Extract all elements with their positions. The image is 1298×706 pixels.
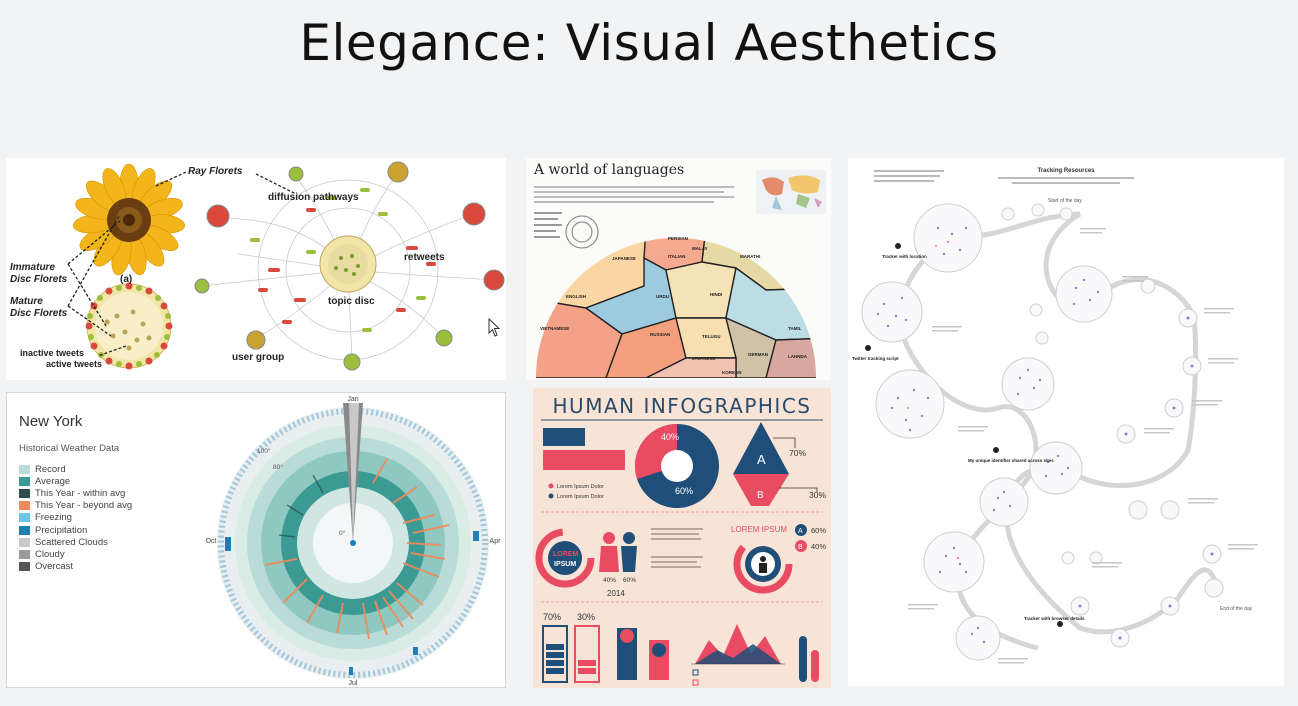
label-immature-1: Immature [10,262,55,273]
ny-title: New York [19,413,83,430]
donut-40: 40% [811,542,826,551]
lang-persian: PERSIAN [668,236,688,241]
languages-title: A world of languages [534,162,685,178]
ny-subtitle: Historical Weather Data [19,443,120,454]
pie-label-60: 60% [675,486,693,496]
donut-a-badge: A [798,528,803,535]
tri-label-b: B [757,490,764,501]
ny-legend: Record Average This Year - within avg Th… [19,463,132,573]
human-infographics-figure: HUMAN INFOGRAPHICS Lorem Ipsum Dolor Lor… [533,388,831,688]
legend-item-scattered-clouds: Scattered Clouds [19,536,132,548]
label-active-tweets: active tweets [46,359,102,369]
lang-vietnamese: VIETNAMESE [540,326,569,331]
tracking-dots [876,226,1214,644]
info-pie-chart [634,423,719,508]
label-ray-florets: Ray Florets [188,166,243,177]
lang-telugu: TELUGU [702,334,721,339]
tick-80: 80° [273,463,283,471]
tracking-start-label: Start of the day [1048,198,1082,204]
month-jan: Jan [347,396,358,403]
new-york-weather-figure: New York Historical Weather Data Record … [6,392,506,688]
lang-korean: KOREAN [722,370,742,375]
label-diffusion-pathways: diffusion pathways [268,192,359,203]
tracking-title: Tracking Resources [1037,168,1095,174]
lang-marathi: MARATHI [740,254,760,259]
legend-item-average: Average [19,475,132,487]
tri-label-70: 70% [789,448,806,458]
donut-60: 60% [811,526,826,535]
label-mature-2: Disc Florets [10,308,68,319]
tracking-note-4: Tracker with browser details [1024,616,1085,621]
people-60: 60% [623,577,636,584]
mouse-cursor-icon [488,318,501,337]
tri-label-a: A [757,452,766,467]
battery-70: 70% [543,612,561,622]
legend-item-overcast: Overcast [19,561,132,573]
lang-english: ENGLISH [566,294,586,299]
legend-item-record: Record [19,463,132,475]
label-inactive-tweets: inactive tweets [20,348,84,358]
lang-malay: MALAY [692,246,708,251]
mini-world-map [756,170,826,214]
lang-hindi: HINDI [710,292,722,297]
donut-lorem-ipsum: LOREM IPSUM [731,525,787,534]
lang-javanese: JAVANESE [692,356,716,361]
label-panel-a: (a) [120,274,132,285]
label-user-group: user group [232,352,284,363]
radial-weather-chart [217,403,489,679]
legend-item-beyond-avg: This Year - beyond avg [19,500,132,512]
month-apr: Apr [490,538,502,545]
sunflower-diffusion-figure: Ray Florets Immature Disc Florets Mature… [6,158,506,380]
tracking-note-2: Twitter tracking script [852,356,899,361]
tracking-note-1: Tracker with location [882,254,927,259]
lang-italian: ITALIAN [668,254,685,259]
label-immature-2: Disc Florets [10,274,68,285]
year-label: 2014 [607,589,625,598]
world-of-languages-figure: A world of languages [526,158,831,380]
pie-label-40: 40% [661,432,679,442]
people-40: 40% [603,577,616,584]
info-legend-2: Lorem Ipsum Dolor [557,494,604,500]
lang-japanese: JAPANESE [612,256,636,261]
lang-urdu: URDU [656,294,669,299]
label-topic-disc: topic disc [328,296,375,307]
month-jul: Jul [349,680,358,687]
lang-tamil: TAMIL [788,326,802,331]
lang-german: GERMAN [748,352,768,357]
disc-diagram [85,282,173,370]
battery-30: 30% [577,612,595,622]
label-mature-1: Mature [10,296,43,307]
month-oct: Oct [206,538,217,545]
legend-item-within-avg: This Year - within avg [19,487,132,499]
slide-title: Elegance: Visual Aesthetics [299,14,999,72]
donut-b-badge: B [798,544,803,551]
tracking-end-label: End of the day [1220,606,1253,612]
legend-item-precipitation: Precipitation [19,524,132,536]
info-title: HUMAN INFOGRAPHICS [552,394,812,418]
legend-item-freezing: Freezing [19,512,132,524]
tracking-resources-figure: Tracking Resources [848,158,1284,686]
lang-lahnda: LAHNDA [788,354,808,359]
ring-lorem: LOREM [553,551,578,558]
ring-ipsum: IPSUM [554,561,576,568]
tick-100: 100° [257,447,271,455]
lang-russian: RUSSIAN [650,332,670,337]
label-retweets: retweets [404,252,445,263]
sunflower-image [72,163,186,276]
diffusion-network [194,161,505,371]
legend-item-cloudy: Cloudy [19,548,132,560]
tracking-note-3: My unique identifier shared across sites [968,458,1054,463]
tri-label-30: 30% [809,490,826,500]
tick-0: 0° [339,529,346,537]
info-legend-1: Lorem Ipsum Dolor [557,484,604,490]
